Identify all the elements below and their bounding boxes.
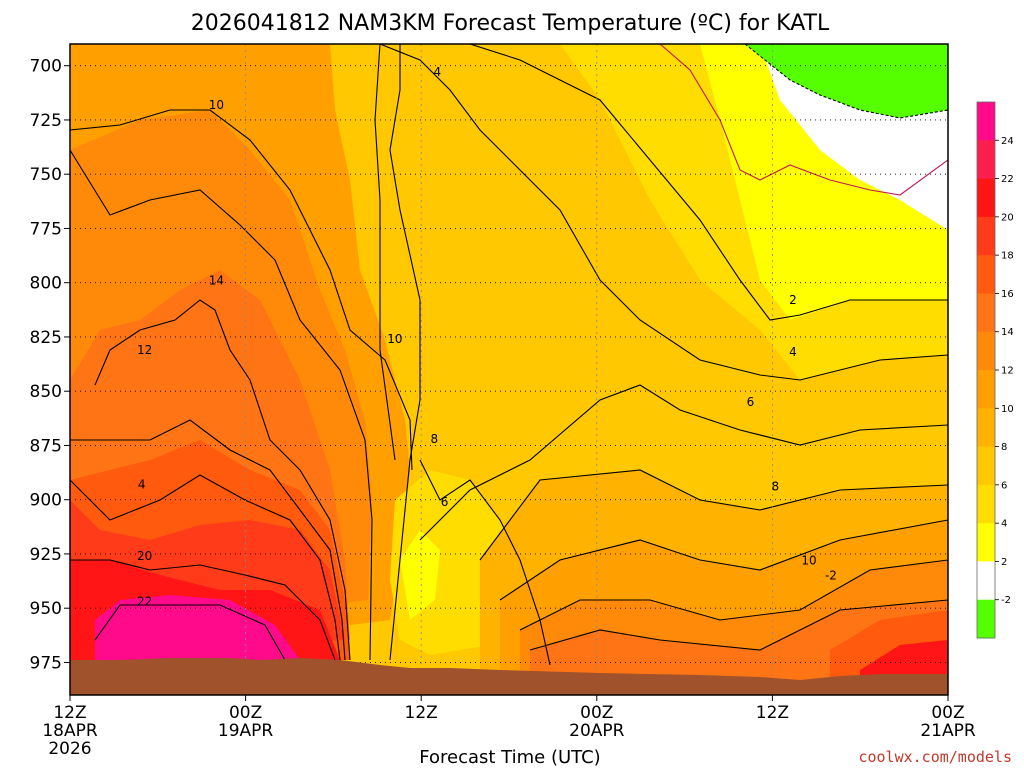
contour-label: 4 bbox=[138, 478, 146, 492]
x-axis-label: Forecast Time (UTC) bbox=[419, 747, 600, 768]
x-tick-label: 19APR bbox=[218, 721, 274, 741]
contour-label: 8 bbox=[431, 432, 439, 446]
contour-label: 8 bbox=[772, 480, 780, 494]
colorbar-tick-label: 18 bbox=[1001, 251, 1014, 262]
x-tick-label: 12Z bbox=[405, 703, 438, 723]
contour-label: 4 bbox=[789, 345, 797, 359]
x-tick-label: 20APR bbox=[569, 721, 625, 741]
colorbar: 24 22 20 18 16 14 12 10 8 6 4 2 -2 bbox=[976, 101, 1014, 639]
colorbar-swatch bbox=[977, 140, 995, 180]
band-18-20-lowlevel bbox=[860, 640, 948, 680]
colorbar-tick-label: 4 bbox=[1001, 519, 1007, 530]
contour-8-center bbox=[389, 44, 421, 661]
y-tick-label: 825 bbox=[30, 328, 62, 348]
y-tick-label: 725 bbox=[30, 111, 62, 131]
contour-6-right bbox=[419, 384, 948, 541]
x-tick-label: 00Z bbox=[229, 703, 262, 723]
colorbar-swatch bbox=[977, 523, 995, 562]
colorbar-swatch bbox=[977, 599, 995, 639]
colorbar-tick-label: 12 bbox=[1001, 366, 1014, 377]
band-22-24 bbox=[95, 595, 300, 665]
ground-surface bbox=[70, 658, 948, 695]
contour-label: 14 bbox=[209, 274, 224, 288]
y-tick-label: 800 bbox=[30, 274, 62, 294]
y-tick-label: 975 bbox=[30, 653, 62, 673]
contour-label: 2 bbox=[789, 293, 797, 307]
plot-frame bbox=[69, 43, 949, 696]
contour-10-left bbox=[70, 109, 413, 471]
x-tick-label: 18APR bbox=[42, 721, 98, 741]
colorbar-tick-label: 10 bbox=[1001, 404, 1014, 415]
colorbar-tick-label: 24 bbox=[1001, 136, 1014, 147]
band-below-0 bbox=[745, 44, 948, 118]
colorbar-swatch bbox=[977, 408, 995, 448]
colorbar-swatch bbox=[977, 178, 995, 218]
contour-0-upper bbox=[659, 44, 948, 196]
contour-14-right bbox=[529, 599, 948, 651]
y-tick-label: 900 bbox=[30, 491, 62, 511]
x-tick-label: 12Z bbox=[53, 703, 86, 723]
colorbar-swatch bbox=[977, 561, 995, 601]
y-tick-label: 750 bbox=[30, 165, 62, 185]
contour-label: 12 bbox=[137, 343, 152, 357]
grid-lines bbox=[70, 44, 948, 695]
y-tick-label: 700 bbox=[30, 57, 62, 77]
contour-22-left bbox=[94, 604, 286, 661]
y-axis: 700 725 750 775 800 825 850 875 900 925 950 975 bbox=[30, 57, 70, 673]
contour-labels: 4 10 14 12 10 8 6 20 22 6 8 10 2 4 4 -2 bbox=[137, 65, 837, 608]
contour-label: 10 bbox=[209, 98, 224, 112]
contour-4-center bbox=[374, 44, 396, 461]
contour-label: 20 bbox=[137, 549, 152, 563]
colorbar-tick-label: -2 bbox=[1001, 595, 1011, 606]
colorbar-tick-label: 16 bbox=[1001, 289, 1014, 300]
x-tick-label: 2026 bbox=[48, 739, 91, 759]
contour-4-upper bbox=[379, 44, 948, 381]
colorbar-swatch bbox=[977, 216, 995, 256]
contour-label: -2 bbox=[825, 569, 837, 583]
credit-link[interactable]: coolwx.com/models bbox=[858, 748, 1012, 766]
colorbar-tick-label: 8 bbox=[1001, 442, 1007, 453]
contour-20-left bbox=[70, 559, 336, 661]
contour-12-left bbox=[70, 149, 373, 661]
contour-neg2-upper bbox=[744, 44, 948, 119]
colorbar-tick-label: 14 bbox=[1001, 327, 1014, 338]
y-tick-label: 875 bbox=[30, 436, 62, 456]
contour-label: 4 bbox=[433, 65, 441, 79]
contour-14-left bbox=[94, 299, 351, 661]
x-tick-label: 00Z bbox=[931, 703, 964, 723]
colorbar-swatch bbox=[977, 255, 995, 294]
colorbar-swatch bbox=[977, 331, 995, 371]
contour-label: 10 bbox=[387, 332, 402, 346]
contour-12-right bbox=[519, 559, 948, 631]
contour-label: 10 bbox=[801, 553, 816, 567]
colorbar-swatch bbox=[977, 293, 995, 333]
colorbar-tick-label: 20 bbox=[1001, 212, 1014, 223]
x-tick-label: 21APR bbox=[920, 721, 976, 741]
band-2-4-pocket bbox=[400, 530, 440, 620]
contour-10-right bbox=[499, 519, 948, 601]
colorbar-swatch bbox=[977, 446, 995, 486]
colorbar-tick-label: 22 bbox=[1001, 174, 1014, 185]
contour-label: 6 bbox=[441, 495, 449, 509]
contour-2-upper bbox=[469, 44, 948, 321]
x-tick-label: 00Z bbox=[580, 703, 613, 723]
y-tick-label: 950 bbox=[30, 599, 62, 619]
contour-label: 22 bbox=[137, 595, 152, 609]
colorbar-tick-label: 6 bbox=[1001, 480, 1007, 491]
y-tick-label: 775 bbox=[30, 219, 62, 239]
y-tick-label: 850 bbox=[30, 382, 62, 402]
plot-area: 4 10 14 12 10 8 6 20 22 6 8 10 2 4 4 -2 bbox=[70, 44, 948, 695]
colorbar-swatch bbox=[977, 484, 995, 524]
y-tick-label: 925 bbox=[30, 545, 62, 565]
colorbar-tick-label: 2 bbox=[1001, 557, 1007, 568]
x-tick-label: 12Z bbox=[756, 703, 789, 723]
chart-title: 2026041812 NAM3KM Forecast Temperature (… bbox=[191, 11, 830, 36]
colorbar-swatch bbox=[977, 370, 995, 409]
contour-16-left bbox=[70, 419, 346, 661]
contour-label: 6 bbox=[747, 395, 755, 409]
colorbar-swatch bbox=[977, 102, 995, 141]
